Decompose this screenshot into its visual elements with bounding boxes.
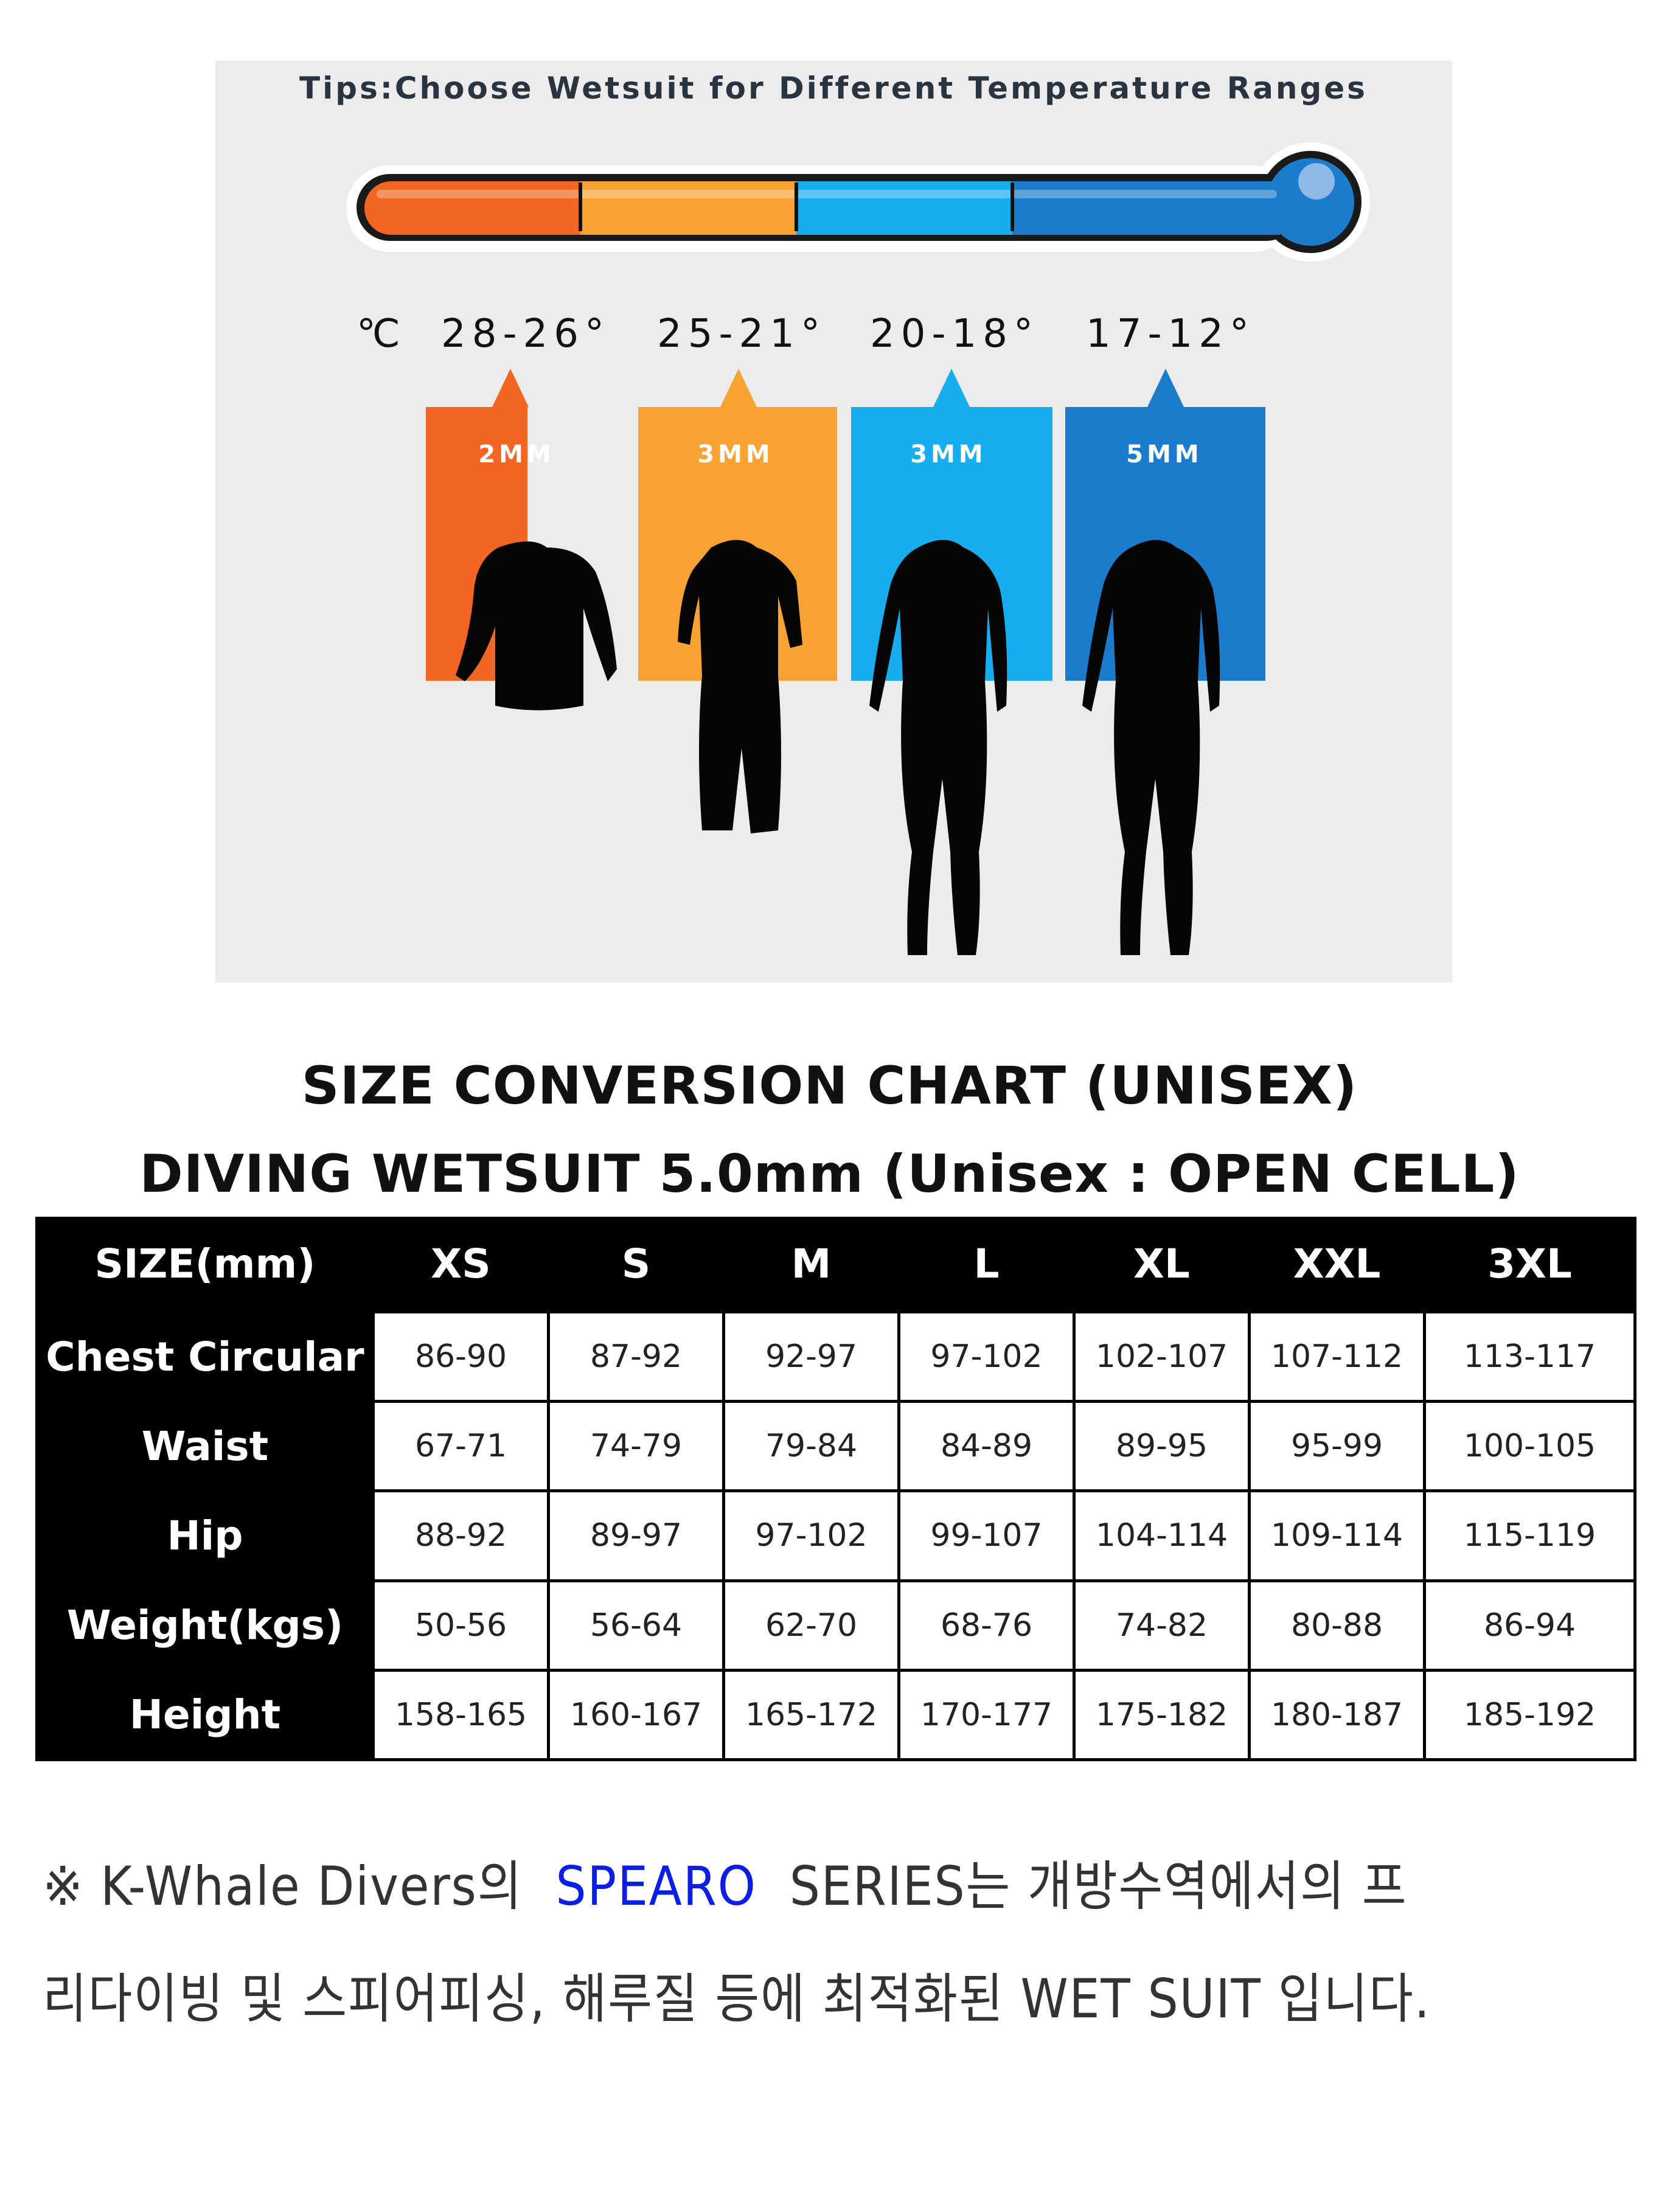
tips-title: Tips:Choose Wetsuit for Different Temper… [299, 71, 1368, 106]
table-cell: 50-56 [372, 1579, 550, 1672]
table-header-row: SIZE(mm) XS S M L XL XXL 3XL [37, 1217, 1635, 1312]
celsius-unit: ℃ [356, 311, 400, 356]
thermo-segment-3 [796, 181, 1012, 235]
row-label: Chest Circular [35, 1310, 375, 1403]
table-cell: 113-117 [1423, 1310, 1636, 1403]
table-cell: 95-99 [1248, 1400, 1426, 1493]
temperature-guide-graphic: Tips:Choose Wetsuit for Different Temper… [215, 61, 1452, 983]
table-cell: 185-192 [1423, 1668, 1636, 1762]
header-m: M [723, 1217, 899, 1312]
table-row: Hip 88-92 89-97 97-102 99-107 104-114 109-114 1… [35, 1489, 1636, 1582]
table-cell: 109-114 [1248, 1489, 1426, 1582]
table-cell: 89-95 [1073, 1400, 1251, 1493]
series-name: SPEARO [555, 1855, 757, 1918]
long-sleeve-top-silhouette [456, 541, 617, 711]
header-size: SIZE(mm) [37, 1217, 374, 1312]
table-cell: 84-89 [897, 1400, 1076, 1493]
size-chart-table: SIZE(mm) XS S M L XL XXL 3XL Chest Circu… [35, 1217, 1636, 1762]
thermo-segment-4 [1012, 181, 1280, 235]
full-suit-silhouette [1082, 540, 1220, 955]
row-label: Waist [35, 1400, 375, 1493]
chart-title: SIZE CONVERSION CHART (UNISEX) [301, 1056, 1358, 1116]
full-suit-silhouette [869, 540, 1007, 955]
table-cell: 160-167 [547, 1668, 725, 1762]
table-cell: 86-90 [372, 1310, 550, 1403]
table-cell: 115-119 [1423, 1489, 1636, 1582]
table-cell: 79-84 [722, 1400, 900, 1493]
table-cell: 97-102 [722, 1489, 900, 1582]
temp-range-1: 28-26° [441, 311, 610, 356]
header-3xl: 3XL [1424, 1217, 1635, 1312]
header-xs: XS [373, 1217, 549, 1312]
thermo-segment-2 [580, 181, 796, 235]
table-cell: 62-70 [722, 1579, 900, 1672]
chart-subtitle: DIVING WETSUIT 5.0mm (Unisex : OPEN CELL… [139, 1144, 1520, 1205]
table-cell: 86-94 [1423, 1579, 1636, 1672]
table-cell: 170-177 [897, 1668, 1076, 1762]
footer-line-1: ※ K-Whale Divers의 SPEARO SERIES는 개방수역에서의… [43, 1843, 1407, 1921]
table-cell: 92-97 [722, 1310, 900, 1403]
table-cell: 89-97 [547, 1489, 725, 1582]
row-label: Hip [35, 1489, 375, 1582]
reference-mark: ※ [43, 1855, 85, 1918]
table-cell: 67-71 [372, 1400, 550, 1493]
table-cell: 165-172 [722, 1668, 900, 1762]
table-row: Height 158-165 160-167 165-172 170-177 175-18… [35, 1668, 1636, 1762]
header-s: S [548, 1217, 724, 1312]
header-l: L [899, 1217, 1074, 1312]
thermometer-illustration: Tips:Choose Wetsuit for Different Temper… [299, 71, 1370, 955]
table-cell: 104-114 [1073, 1489, 1251, 1582]
table-cell: 74-82 [1073, 1579, 1251, 1672]
table-cell: 97-102 [897, 1310, 1076, 1403]
shorty-silhouette [678, 540, 802, 833]
table-cell: 99-107 [897, 1489, 1076, 1582]
table-cell: 100-105 [1423, 1400, 1636, 1493]
table-cell: 102-107 [1073, 1310, 1251, 1403]
header-xl: XL [1074, 1217, 1250, 1312]
table-cell: 88-92 [372, 1489, 550, 1582]
thickness-label-1: 2MM [478, 440, 554, 468]
table-cell: 180-187 [1248, 1668, 1426, 1762]
row-label: Weight(kgs) [35, 1579, 375, 1672]
table-cell: 175-182 [1073, 1668, 1251, 1762]
temp-range-4: 17-12° [1086, 311, 1255, 356]
table-cell: 56-64 [547, 1579, 725, 1672]
table-cell: 107-112 [1248, 1310, 1426, 1403]
brand-text: K-Whale Divers의 [100, 1855, 523, 1918]
thickness-label-4: 5MM [1126, 440, 1202, 468]
temp-range-3: 20-18° [870, 311, 1039, 356]
table-cell: 74-79 [547, 1400, 725, 1493]
footer-line-1-rest: SERIES는 개방수역에서의 프 [789, 1855, 1408, 1918]
thickness-label-2: 3MM [697, 440, 773, 468]
temp-range-2: 25-21° [657, 311, 826, 356]
table-row: Chest Circular 86-90 87-92 92-97 97-102 102-1… [35, 1310, 1636, 1403]
footer-line-2: 리다이빙 및 스피어피싱, 해루질 등에 최적화된 WET SUIT 입니다. [43, 1967, 1431, 2030]
table-cell: 68-76 [897, 1579, 1076, 1672]
thickness-label-3: 3MM [910, 440, 986, 468]
table-cell: 87-92 [547, 1310, 725, 1403]
table-row: Waist 67-71 74-79 79-84 84-89 89-95 95-99 100-1… [35, 1400, 1636, 1493]
table-row: Weight(kgs) 50-56 56-64 62-70 68-76 74-82 80-8… [35, 1579, 1636, 1672]
header-xxl: XXL [1249, 1217, 1425, 1312]
table-cell: 158-165 [372, 1668, 550, 1762]
row-label: Height [35, 1668, 375, 1762]
table-cell: 80-88 [1248, 1579, 1426, 1672]
